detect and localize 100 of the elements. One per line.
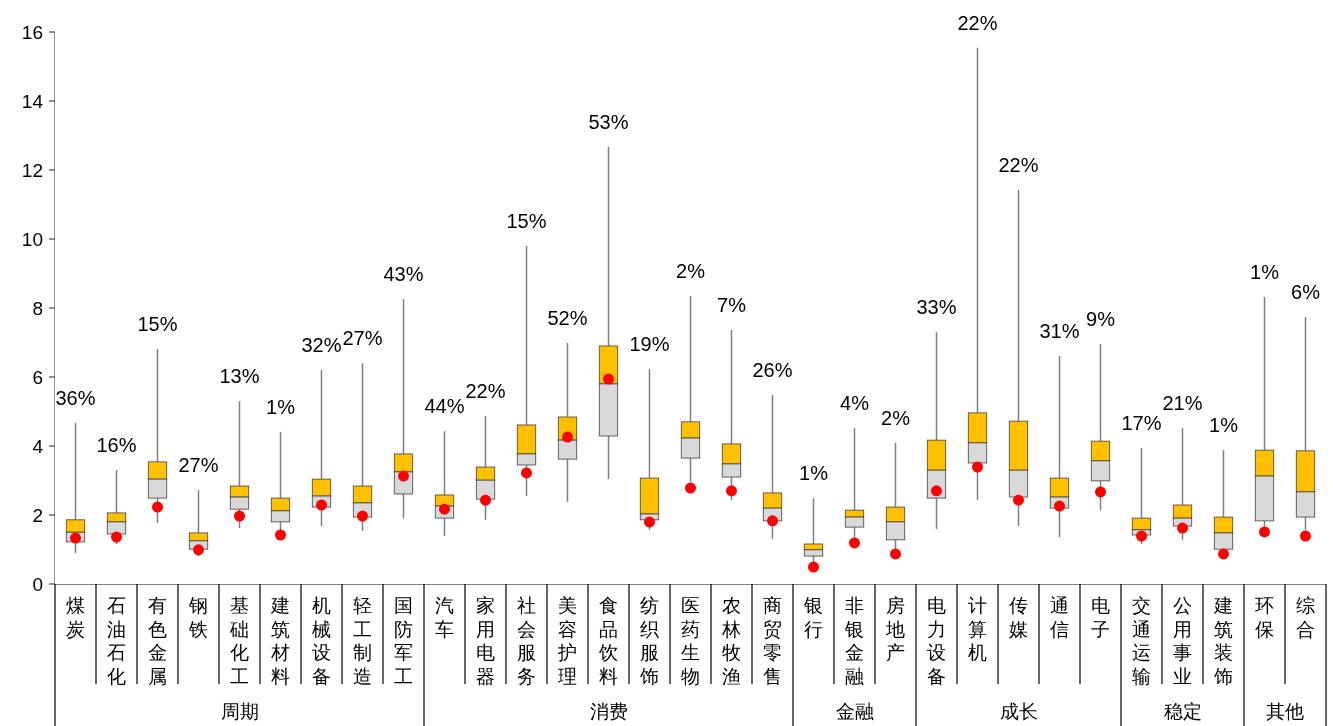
annotation: 15% <box>506 209 547 232</box>
y-tick-label: 0 <box>32 574 43 595</box>
annotation: 2% <box>881 406 911 429</box>
annotation: 1% <box>1250 260 1280 283</box>
point <box>562 431 573 443</box>
x-tick-label: 建筑装饰 <box>1213 595 1233 687</box>
x-tick-label: 环保 <box>1255 595 1274 640</box>
annotation: 22% <box>465 379 506 402</box>
x-tick-label: 传媒 <box>1009 595 1028 640</box>
annotation: 21% <box>1162 392 1203 415</box>
annotation: 1% <box>799 462 829 485</box>
band-label: 成长 <box>999 701 1038 722</box>
annotation: 31% <box>1039 319 1080 342</box>
point <box>70 532 81 544</box>
y-tick-label: 4 <box>32 436 44 457</box>
y-tick-label: 14 <box>21 91 44 112</box>
annotation: 16% <box>96 434 137 457</box>
point <box>234 510 245 522</box>
point <box>152 501 163 513</box>
x-tick-label: 交通运输 <box>1132 595 1151 687</box>
point <box>1218 548 1229 560</box>
band-label: 周期 <box>220 701 259 722</box>
x-tick-label: 房地产 <box>885 595 905 663</box>
point <box>644 516 655 528</box>
x-tick-label: 公用事业 <box>1173 595 1192 687</box>
x-tick-label: 农林牧渔 <box>721 595 741 687</box>
x-tick-label: 非银金融 <box>844 595 864 687</box>
point <box>767 515 778 527</box>
point <box>849 537 860 549</box>
x-tick-label: 电子 <box>1091 595 1110 640</box>
x-tick-label: 基础化工 <box>229 595 249 687</box>
x-tick-label: 机械设备 <box>312 595 331 687</box>
annotation: 1% <box>266 395 296 418</box>
point <box>931 485 942 497</box>
annotation: 15% <box>137 313 178 336</box>
annotation: 44% <box>424 395 465 418</box>
x-tick-label: 医药生物 <box>681 595 700 687</box>
point <box>808 561 819 573</box>
y-tick-label: 12 <box>21 160 43 181</box>
x-tick-label: 食品饮料 <box>598 595 618 687</box>
band-label: 消费 <box>589 701 628 722</box>
point <box>398 470 409 482</box>
annotation: 22% <box>998 154 1039 177</box>
y-tick-label: 16 <box>21 22 43 43</box>
annotation: 13% <box>219 365 260 388</box>
annotation: 36% <box>55 386 96 409</box>
x-tick-label: 轻工制造 <box>353 595 372 687</box>
point <box>275 529 286 541</box>
annotation: 43% <box>383 263 424 286</box>
band-label: 其他 <box>1266 701 1304 722</box>
point <box>1177 522 1188 534</box>
x-tick-label: 综合 <box>1296 595 1315 640</box>
x-tick-label: 纺织服饰 <box>639 595 659 687</box>
annotation: 26% <box>752 358 793 381</box>
x-tick-label: 电力设备 <box>927 595 946 687</box>
point <box>603 373 614 385</box>
y-tick-label: 6 <box>32 367 43 388</box>
point <box>685 482 696 494</box>
annotation: 52% <box>547 306 588 329</box>
point <box>1300 530 1311 542</box>
annotation: 19% <box>629 333 670 356</box>
x-tick-label: 石油石化 <box>107 595 126 687</box>
point <box>111 531 122 543</box>
annotation: 4% <box>840 392 870 415</box>
y-tick-label: 2 <box>32 505 43 526</box>
annotation: 27% <box>178 454 219 477</box>
x-tick-label: 有色金属 <box>148 595 167 687</box>
y-tick-label: 8 <box>32 298 43 319</box>
x-tick-label: 家用电器 <box>476 595 495 687</box>
x-tick-label: 计算机 <box>968 595 987 663</box>
x-tick-label: 国防军工 <box>394 595 413 687</box>
point <box>1136 530 1147 542</box>
point <box>726 485 737 497</box>
point <box>1095 486 1106 498</box>
annotation: 2% <box>676 259 706 282</box>
point <box>521 467 532 479</box>
x-tick-label: 社会服务 <box>517 595 536 687</box>
point <box>1013 494 1024 506</box>
x-tick-label: 汽车 <box>435 595 454 640</box>
x-tick-label: 美容护理 <box>557 595 577 687</box>
annotation: 7% <box>717 294 747 317</box>
annotation: 27% <box>342 327 383 350</box>
band-label: 金融 <box>835 701 874 722</box>
annotation: 53% <box>588 110 629 133</box>
x-tick-label: 通信 <box>1050 595 1069 640</box>
annotation: 1% <box>1209 414 1239 437</box>
point <box>480 494 491 506</box>
annotation: 33% <box>916 296 957 319</box>
point <box>972 461 983 473</box>
x-tick-label: 建筑材料 <box>270 595 290 687</box>
annotation: 6% <box>1291 280 1321 303</box>
annotation: 9% <box>1086 307 1116 330</box>
x-tick-label: 钢铁 <box>188 595 208 640</box>
annotation: 32% <box>301 334 342 357</box>
point <box>1259 526 1270 538</box>
y-tick-label: 10 <box>21 229 43 250</box>
x-tick-label: 商贸零售 <box>763 595 782 687</box>
annotation: 17% <box>1121 412 1162 435</box>
annotation: 22% <box>957 11 998 34</box>
band-label: 稳定 <box>1163 701 1202 722</box>
